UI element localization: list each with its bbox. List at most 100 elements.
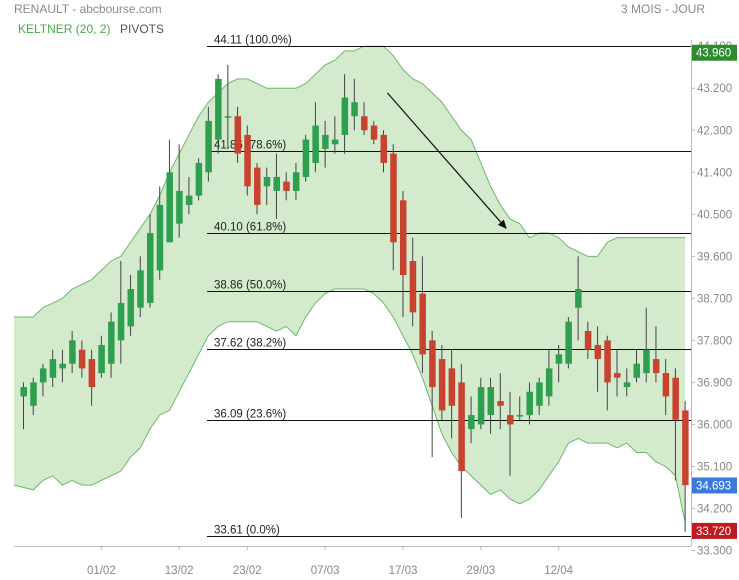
indicator-pivots-label[interactable]: PIVOTS — [120, 22, 165, 36]
candle-body — [49, 359, 57, 378]
candle-body — [536, 382, 543, 406]
candle — [555, 345, 563, 383]
candle-body — [497, 401, 504, 406]
candle-body — [283, 181, 290, 191]
candle — [20, 382, 27, 430]
candle-body — [672, 377, 679, 420]
candle — [526, 382, 533, 425]
candle-body — [78, 349, 86, 369]
fib-label: 40.10 (61.8%) — [214, 222, 286, 234]
candle-body — [565, 321, 572, 364]
candle — [536, 377, 543, 416]
fib-label: 44.11 (100.0%) — [214, 35, 292, 47]
y-tick-label: 36.900 — [697, 377, 732, 389]
candle-body — [185, 195, 193, 205]
candle-body — [166, 172, 173, 243]
candle — [399, 190, 407, 318]
price-tag-high: 43.960 — [692, 44, 737, 61]
fib-label: 37.62 (38.2%) — [214, 338, 286, 350]
candle — [575, 256, 582, 341]
price-tag-label: 33.720 — [696, 526, 731, 538]
candle — [497, 373, 504, 430]
candle — [117, 260, 125, 364]
price-tag-label: 34.693 — [696, 480, 731, 492]
candle-body — [575, 289, 582, 308]
candle — [292, 162, 300, 201]
candle-body — [614, 373, 621, 378]
candle-body — [419, 293, 426, 355]
y-tick-label: 37.800 — [697, 335, 732, 347]
candle-body — [127, 289, 135, 327]
candle-body — [137, 270, 144, 308]
candle — [302, 134, 310, 182]
x-tick-label: 17/03 — [389, 565, 418, 577]
candle — [205, 106, 212, 182]
candle-body — [312, 125, 319, 163]
price-tag-label: 43.960 — [696, 48, 731, 60]
candle-body — [399, 200, 407, 276]
candle-body — [302, 139, 310, 177]
keltner-upper-line — [14, 45, 686, 318]
candle — [419, 256, 426, 374]
candle — [176, 144, 183, 238]
candle — [244, 125, 251, 196]
candle-body — [88, 359, 96, 388]
candle-body — [215, 78, 222, 140]
candle-body — [20, 387, 27, 397]
candle-body — [516, 415, 524, 417]
candle-body — [361, 116, 368, 131]
candle-body — [292, 172, 300, 191]
candle-body — [643, 349, 650, 374]
candle-body — [652, 359, 660, 374]
y-tick-label: 41.400 — [697, 167, 732, 179]
candle-body — [604, 340, 611, 383]
candle — [322, 120, 329, 168]
candle — [594, 326, 602, 392]
candle — [215, 74, 222, 154]
indicator-keltner-label[interactable]: KELTNER (20, 2) — [18, 22, 111, 36]
candle-body — [351, 102, 358, 117]
candle — [623, 368, 631, 397]
y-tick-label: 36.000 — [697, 419, 732, 431]
candle-body — [662, 373, 670, 397]
candle — [604, 335, 611, 411]
candle — [662, 359, 670, 416]
candle-body — [409, 260, 417, 313]
candle-body — [322, 134, 329, 149]
candle — [672, 368, 679, 481]
candle-body — [390, 153, 397, 243]
candle-body — [487, 387, 495, 416]
candle-body — [205, 120, 212, 173]
candle — [370, 120, 378, 145]
candle — [283, 172, 290, 201]
candle-body — [195, 162, 203, 196]
candle — [545, 349, 553, 406]
price-tag-bg — [692, 44, 737, 61]
candle-body — [30, 382, 37, 406]
candle-body — [468, 415, 475, 430]
candle-body — [370, 125, 378, 140]
candle — [146, 214, 154, 308]
candle-body — [156, 204, 164, 271]
candle — [429, 331, 436, 458]
candle-body — [584, 331, 592, 350]
x-tick-label: 12/04 — [544, 565, 573, 577]
candle — [254, 162, 261, 215]
candle-body — [254, 167, 261, 205]
candle — [166, 139, 173, 243]
candle — [98, 335, 105, 378]
fib-label: 36.09 (23.6%) — [214, 409, 286, 421]
candle-body — [263, 176, 271, 187]
candle — [643, 307, 650, 383]
y-tick-label: 35.100 — [697, 461, 732, 473]
candle-body — [59, 363, 66, 369]
candle — [448, 349, 456, 439]
price-tag-bg — [692, 522, 737, 539]
candle — [341, 74, 349, 154]
candle-body — [108, 321, 115, 364]
candle — [390, 144, 397, 271]
candle-body — [224, 116, 232, 118]
candle — [224, 64, 232, 149]
chart-source-title: RENAULT - abcbourse.com — [14, 2, 162, 16]
candle — [69, 331, 76, 374]
